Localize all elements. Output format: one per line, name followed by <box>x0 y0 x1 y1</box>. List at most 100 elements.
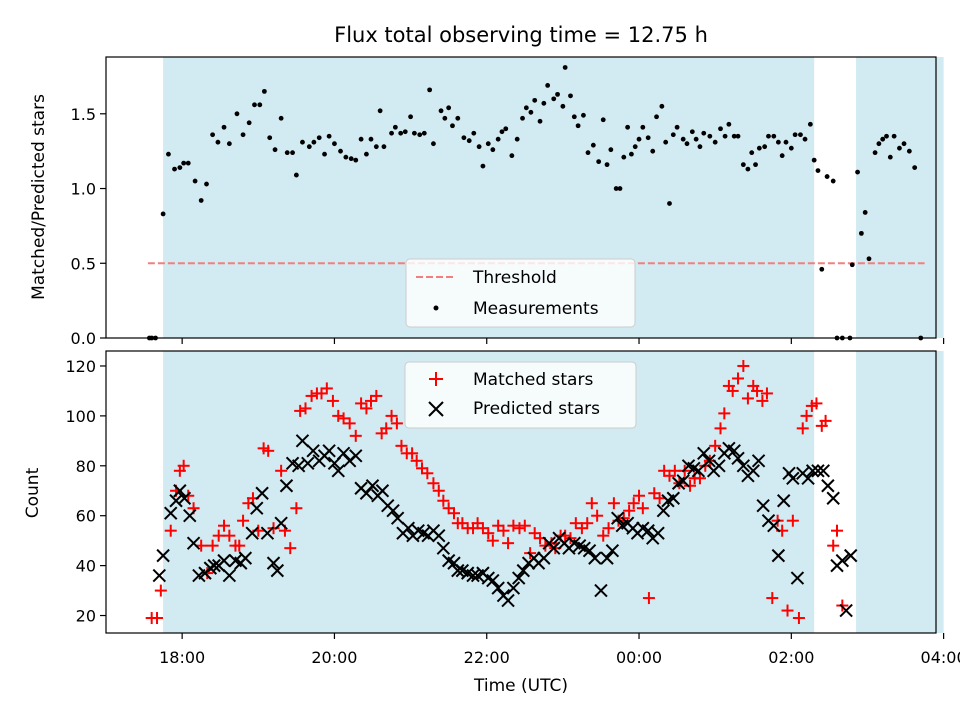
matched-star-point <box>633 489 646 502</box>
matched-star-point <box>299 402 312 415</box>
measurement-point <box>284 150 290 156</box>
bottom-axes-frame <box>105 350 937 634</box>
predicted-star-point <box>295 434 310 448</box>
y-tick-label: 20 <box>76 607 96 626</box>
predicted-star-point <box>270 563 285 578</box>
measurement-point <box>680 136 686 142</box>
measurement-point <box>749 150 755 156</box>
measurement-point <box>632 144 638 150</box>
bottom-y-axis-label: Count <box>23 467 43 518</box>
measurement-point <box>798 132 803 138</box>
x-tick-label: 02:00 <box>768 648 814 667</box>
measurement-point <box>389 130 394 136</box>
predicted-star-point <box>164 506 178 520</box>
matched-star-point <box>718 407 731 420</box>
matched-star-point <box>714 422 727 435</box>
measurement-point <box>514 136 520 142</box>
predicted-star-point <box>731 451 745 466</box>
measurement-point <box>392 124 398 130</box>
predicted-star-point <box>582 543 597 558</box>
measurement-point <box>792 132 798 138</box>
measurement-point <box>261 88 267 94</box>
measurement-point <box>537 118 543 124</box>
measurement-point <box>446 105 452 111</box>
y-tick-label: 60 <box>76 507 96 526</box>
measurement-point <box>745 166 751 172</box>
measurement-point <box>503 126 509 132</box>
measurement-point <box>332 141 337 147</box>
measurement-point <box>160 211 166 217</box>
matched-star-point <box>518 519 531 532</box>
matched-star-point <box>437 494 450 507</box>
measurement-point <box>712 139 718 145</box>
measurement-point <box>311 139 317 145</box>
x-axis-label: Time (UTC) <box>473 676 568 696</box>
y-tick-label: 0.0 <box>71 329 96 348</box>
predicted-star-point <box>844 548 858 563</box>
measurement-point <box>866 256 872 262</box>
measurement-point <box>897 145 902 151</box>
measurement-point <box>377 108 383 114</box>
measurement-point <box>621 154 627 160</box>
matched-star-point <box>569 517 582 530</box>
measurement-point <box>667 201 672 206</box>
measurement-point <box>381 144 387 150</box>
predicted-star-point <box>839 603 853 618</box>
measurement-point <box>257 102 263 108</box>
matched-star-point <box>627 497 640 510</box>
matched-star-point <box>831 524 844 537</box>
measurement-point <box>476 144 482 150</box>
measurement-point <box>240 132 246 138</box>
measurement-point <box>753 162 758 168</box>
predicted-star-point <box>751 454 766 468</box>
matched-star-point <box>154 584 167 597</box>
predicted-star-point <box>432 528 446 543</box>
predicted-star-point <box>727 444 741 458</box>
measurement-point <box>509 153 515 159</box>
measurement-point <box>571 114 577 120</box>
predicted-star-point <box>245 526 259 540</box>
matched-star-point <box>591 509 604 522</box>
matched-star-point <box>810 397 823 410</box>
measurement-point <box>771 133 777 139</box>
predicted-star-point <box>790 571 805 585</box>
measurement-point <box>427 87 433 93</box>
measurement-point <box>876 141 882 147</box>
matched-star-point <box>653 492 666 505</box>
matched-star-point <box>507 519 520 532</box>
predicted-star-point <box>641 523 655 538</box>
measurement-point <box>166 151 171 157</box>
predicted-star-point <box>811 464 825 478</box>
matched-star-point <box>513 522 526 535</box>
matched-star-point <box>223 529 236 542</box>
predicted-star-point <box>512 571 526 585</box>
measurement-point <box>693 136 699 142</box>
measurement-point <box>551 96 557 102</box>
measurement-point <box>596 159 602 165</box>
predicted-star-point <box>651 526 665 540</box>
matched-star-point <box>760 387 773 400</box>
predicted-star-point <box>306 444 320 458</box>
matched-star-point <box>262 444 275 457</box>
predicted-star-point <box>691 464 706 478</box>
predicted-star-point <box>588 551 602 565</box>
matched-star-point <box>751 384 764 397</box>
predicted-star-point <box>491 581 505 595</box>
predicted-star-point <box>697 446 711 461</box>
measurement-point <box>663 139 669 145</box>
y-tick-label: 100 <box>65 407 96 426</box>
matched-stars-points <box>145 359 849 625</box>
predicted-star-point <box>506 581 521 595</box>
x-tick-label: 04:00 <box>921 648 960 667</box>
predicted-stars-points <box>152 434 858 618</box>
matched-star-point <box>497 524 510 537</box>
measurement-point <box>604 162 610 168</box>
matched-star-point <box>623 504 636 517</box>
matched-star-point <box>212 529 225 542</box>
measurement-point <box>417 132 423 138</box>
matched-star-point <box>732 372 745 385</box>
measurement-point <box>398 130 404 136</box>
measurement-point <box>575 123 581 129</box>
